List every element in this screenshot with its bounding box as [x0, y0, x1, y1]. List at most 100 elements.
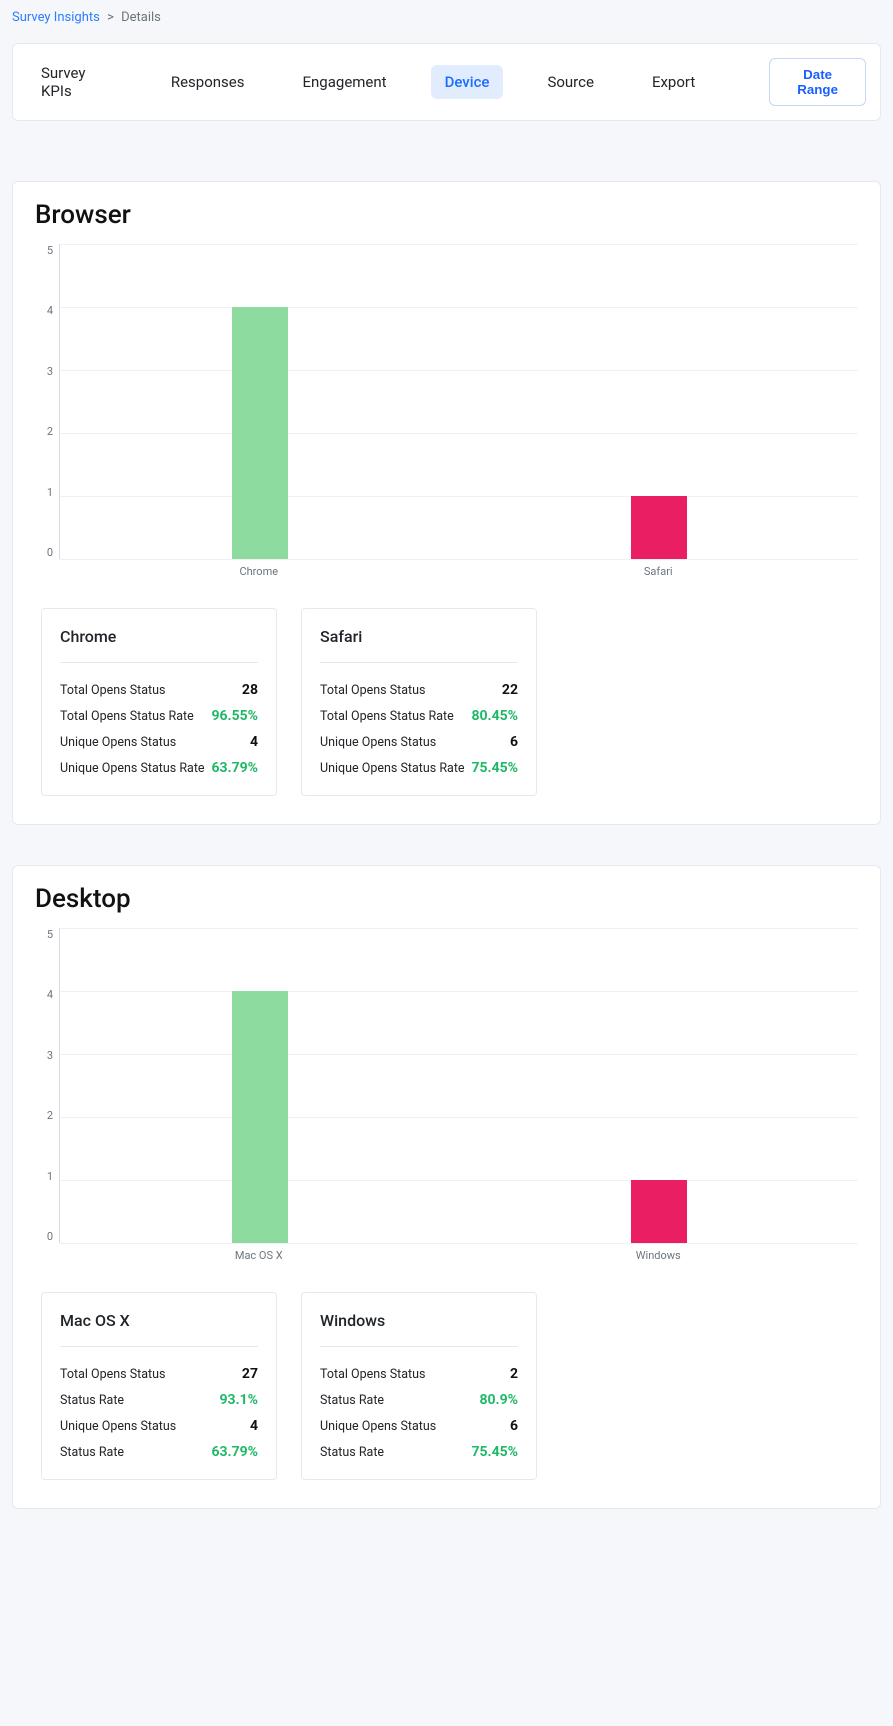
y-tick-label: 3 [47, 365, 53, 378]
stat-value: 96.55% [211, 708, 258, 724]
stat-label: Status Rate [60, 1445, 124, 1460]
stat-card-windows: Windows Total Opens Status 2 Status Rate 80.… [301, 1292, 537, 1480]
bar-slot [459, 244, 858, 559]
chart-bars [60, 928, 858, 1243]
y-tick-label: 4 [47, 988, 53, 1001]
chart-x-labels: ChromeSafari [59, 559, 858, 578]
stat-label: Unique Opens Status Rate [60, 761, 205, 776]
x-label: Mac OS X [59, 1243, 459, 1262]
y-tick-label: 1 [47, 486, 53, 499]
stat-value: 2 [510, 1366, 518, 1382]
stat-value: 80.9% [479, 1392, 518, 1408]
chart-bars [60, 244, 858, 559]
x-label: Safari [459, 559, 859, 578]
stat-card-chrome: ChromeTotal Opens Status28Total Opens St… [41, 608, 277, 796]
stat-label: Status Rate [320, 1393, 384, 1408]
stat-value: 28 [242, 682, 258, 698]
stat-card-title: Windows [320, 1311, 518, 1347]
stat-row: Status Rate 75.45% [320, 1439, 518, 1465]
stat-value: 63.79% [211, 760, 258, 776]
stat-label: Total Opens Status [320, 1367, 425, 1382]
stat-label: Total Opens Status [320, 683, 425, 698]
stat-card-title: Mac OS X [60, 1311, 258, 1347]
stat-cards: ChromeTotal Opens Status28Total Opens St… [35, 608, 858, 796]
y-tick-label: 0 [47, 546, 53, 559]
stat-label: Unique Opens Status [320, 735, 436, 750]
stat-value: 93.1% [219, 1392, 258, 1408]
y-tick-label: 0 [47, 1230, 53, 1243]
stat-row: Unique Opens Status Rate75.45% [320, 755, 518, 781]
tab-source[interactable]: Source [533, 65, 607, 99]
stat-value: 6 [510, 734, 518, 750]
section-desktop: Desktop543210Mac OS XWindowsMac OS XTota… [12, 865, 881, 1509]
stat-label: Total Opens Status Rate [320, 709, 454, 724]
tab-survey-kpis[interactable]: Survey KPIs [27, 56, 127, 108]
stat-label: Status Rate [320, 1445, 384, 1460]
section-browser: Browser543210ChromeSafariChromeTotal Ope… [12, 181, 881, 825]
chart: 543210 [35, 928, 858, 1243]
chart-y-axis: 543210 [35, 244, 59, 559]
tab-export[interactable]: Export [638, 65, 709, 99]
breadcrumb-separator: > [107, 10, 114, 25]
stat-cards: Mac OS XTotal Opens Status27Status Rate9… [35, 1292, 858, 1480]
chart-x-labels: Mac OS XWindows [59, 1243, 858, 1262]
y-tick-label: 2 [47, 1109, 53, 1122]
gridline [60, 1243, 858, 1244]
chart-y-axis: 543210 [35, 928, 59, 1243]
gridline [60, 559, 858, 560]
stat-label: Unique Opens Status [60, 735, 176, 750]
stat-row: Status Rate 93.1% [60, 1387, 258, 1413]
section-title: Browser [35, 200, 858, 230]
stat-value: 75.45% [471, 1444, 518, 1460]
stat-row: Status Rate 80.9% [320, 1387, 518, 1413]
chart: 543210 [35, 244, 858, 559]
stat-row: Status Rate 63.79% [60, 1439, 258, 1465]
stat-row: Total Opens Status 28 [60, 677, 258, 703]
y-tick-label: 1 [47, 1170, 53, 1183]
stat-row: Unique Opens Status 6 [320, 1413, 518, 1439]
stat-value: 63.79% [211, 1444, 258, 1460]
stat-value: 4 [250, 1418, 258, 1434]
bar-slot [459, 928, 858, 1243]
stat-row: Total Opens Status 2 [320, 1361, 518, 1387]
y-tick-label: 5 [47, 244, 53, 257]
stat-label: Status Rate [60, 1393, 124, 1408]
tab-device[interactable]: Device [431, 65, 504, 99]
bar-windows [631, 1180, 687, 1243]
tab-engagement[interactable]: Engagement [289, 65, 401, 99]
stat-value: 22 [502, 682, 518, 698]
stat-card-title: Chrome [60, 627, 258, 663]
stat-label: Total Opens Status Rate [60, 709, 194, 724]
chart-plot-area [59, 928, 858, 1243]
breadcrumb: Survey Insights > Details [0, 0, 893, 35]
section-title: Desktop [35, 884, 858, 914]
breadcrumb-root-link[interactable]: Survey Insights [12, 10, 100, 25]
bar-slot [60, 244, 459, 559]
x-label: Chrome [59, 559, 459, 578]
stat-row: Total Opens Status27 [60, 1361, 258, 1387]
stat-row: Total Opens Status 22 [320, 677, 518, 703]
stat-row: Unique Opens Status4 [60, 729, 258, 755]
bar-mac-os-x [232, 991, 288, 1243]
tab-bar: Survey KPIs Responses Engagement Device Sour… [12, 43, 881, 121]
stat-row: Unique Opens Status 4 [60, 1413, 258, 1439]
bar-safari [631, 496, 687, 559]
stat-label: Unique Opens Status [60, 1419, 176, 1434]
tab-responses[interactable]: Responses [157, 65, 259, 99]
stat-card-safari: SafariTotal Opens Status22Total Opens St… [301, 608, 537, 796]
bar-chrome [232, 307, 288, 559]
stat-row: Total Opens Status Rate 80.45% [320, 703, 518, 729]
y-tick-label: 4 [47, 304, 53, 317]
breadcrumb-current: Details [121, 10, 161, 25]
stat-row: Total Opens Status Rate 96.55% [60, 703, 258, 729]
stat-label: Total Opens Status [60, 683, 165, 698]
stat-value: 6 [510, 1418, 518, 1434]
chart-plot-area [59, 244, 858, 559]
stat-value: 75.45% [471, 760, 518, 776]
stat-value: 27 [242, 1366, 258, 1382]
stat-row: Unique Opens Status Rate 63.79% [60, 755, 258, 781]
stat-value: 80.45% [471, 708, 518, 724]
stat-label: Unique Opens Status [320, 1419, 436, 1434]
date-range-button[interactable]: Date Range [769, 58, 866, 106]
x-label: Windows [459, 1243, 859, 1262]
